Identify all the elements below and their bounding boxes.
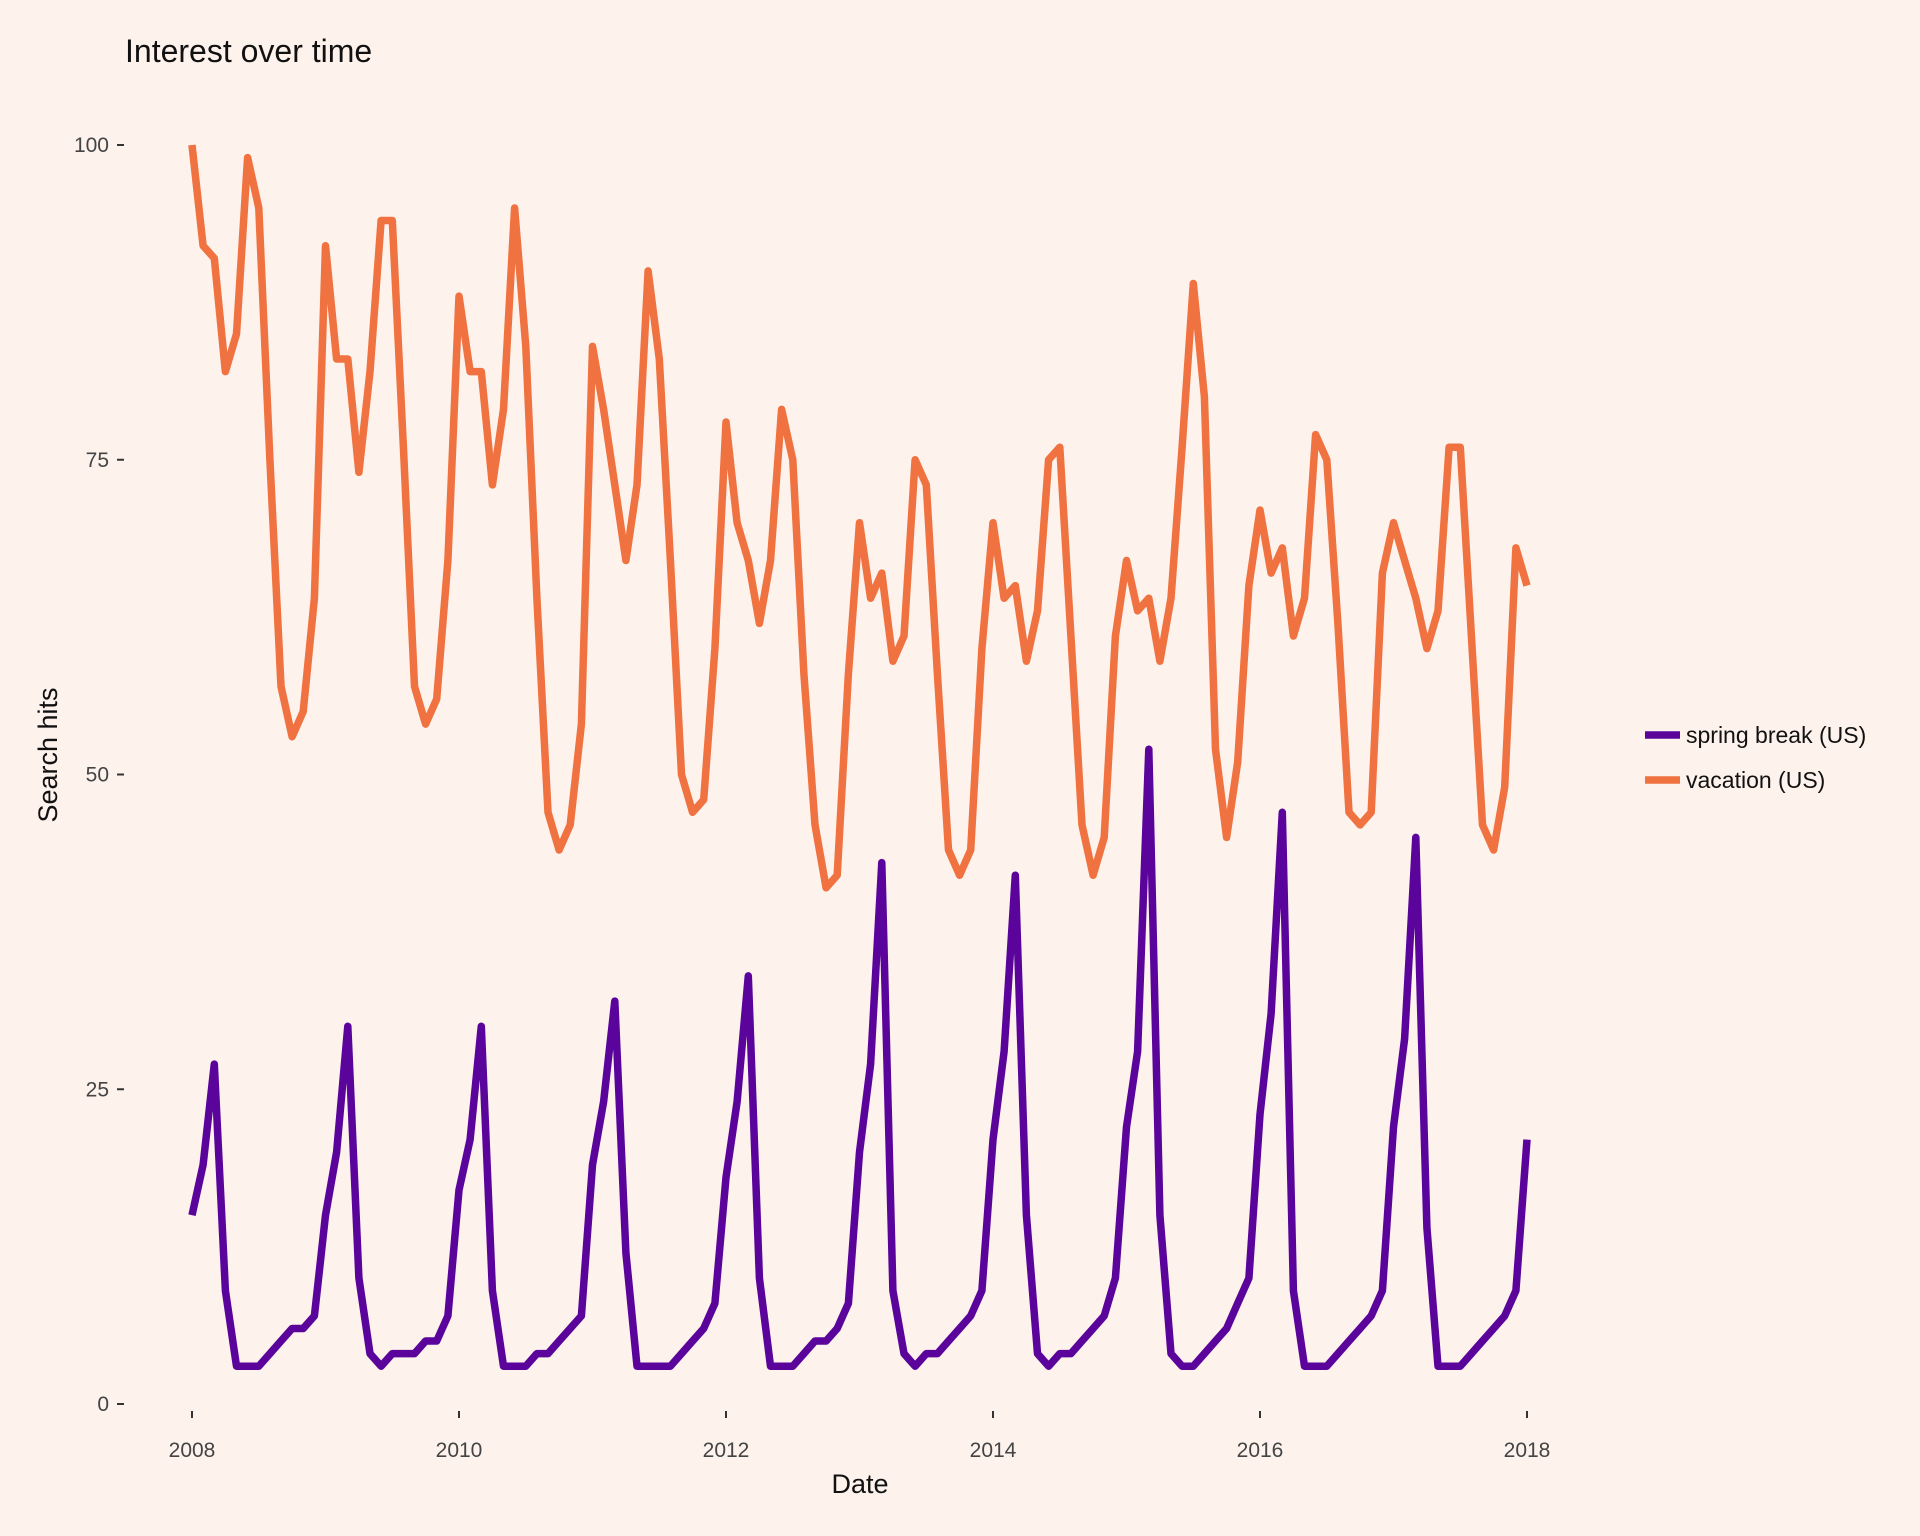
series-line-1 xyxy=(188,745,1531,1370)
x-tick-label: 2018 xyxy=(1504,1439,1551,1462)
x-tick-label: 2014 xyxy=(970,1439,1017,1462)
x-axis: 2008 2010 2012 2014 2016 2018 xyxy=(169,1411,1551,1462)
legend: spring break (US) vacation (US) xyxy=(1645,722,1866,793)
x-tick-label: 2010 xyxy=(436,1439,483,1462)
x-tick-label: 2016 xyxy=(1237,1439,1284,1462)
y-axis: 0 25 50 75 100 xyxy=(74,134,124,1416)
y-axis-title: Search hits xyxy=(33,687,63,822)
y-tick-label: 25 xyxy=(86,1078,109,1101)
y-tick-label: 100 xyxy=(74,134,109,157)
legend-label-1: spring break (US) xyxy=(1686,722,1866,748)
x-tick-label: 2012 xyxy=(703,1439,750,1462)
x-tick-label: 2008 xyxy=(169,1439,216,1462)
plot-area xyxy=(188,144,1531,1370)
series-line-2 xyxy=(188,144,1531,892)
legend-label-2: vacation (US) xyxy=(1686,767,1825,793)
y-tick-label: 0 xyxy=(97,1393,109,1416)
y-tick-label: 75 xyxy=(86,449,109,472)
x-axis-title: Date xyxy=(831,1469,888,1499)
y-tick-label: 50 xyxy=(86,764,109,787)
chart-title: Interest over time xyxy=(125,33,372,69)
